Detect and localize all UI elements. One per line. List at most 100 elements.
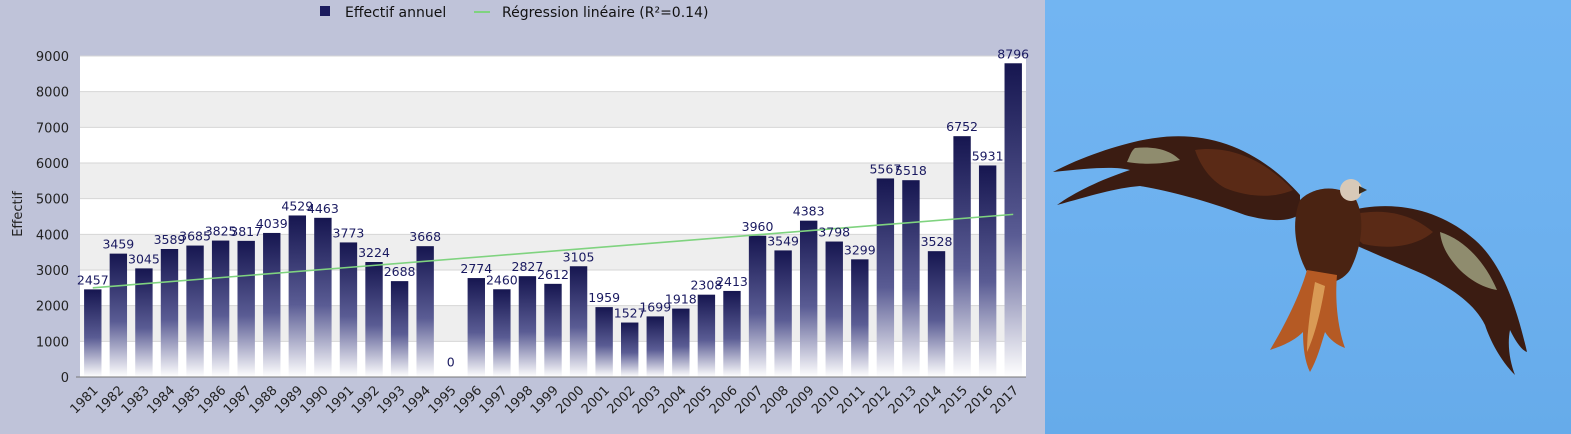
data-label: 1699 — [639, 299, 671, 314]
data-label: 5567 — [869, 161, 901, 176]
x-tick-label: 1993 — [374, 383, 408, 417]
right-wing — [1345, 206, 1527, 375]
left-wing-patch — [1127, 147, 1180, 164]
bar — [339, 242, 358, 377]
bar — [416, 246, 434, 377]
x-tick-label: 2002 — [605, 383, 639, 417]
x-tick-label: 1989 — [272, 383, 306, 417]
data-label: 8796 — [997, 46, 1029, 61]
grid-band — [80, 91, 1026, 128]
x-tick-label: 1994 — [400, 383, 434, 417]
data-label: 2688 — [384, 264, 416, 279]
x-tick-label: 1996 — [451, 383, 485, 417]
beak — [1359, 186, 1367, 194]
bar — [876, 178, 895, 377]
bar-chart: Effectif annuel Régression linéaire (R²=… — [11, 5, 1029, 417]
data-label: 4529 — [281, 198, 313, 213]
bar — [211, 240, 230, 377]
x-tick-label: 1986 — [195, 383, 229, 417]
regression-line-group — [92, 213, 1014, 289]
bar — [748, 235, 767, 377]
bar — [135, 268, 153, 377]
y-tick-label: 4000 — [36, 228, 69, 243]
bar — [390, 281, 409, 377]
x-tick-label: 2016 — [962, 383, 996, 417]
x-tick-label: 2007 — [732, 383, 766, 417]
x-tick-label: 1981 — [68, 383, 102, 417]
bar — [723, 290, 741, 377]
x-tick-label: 2005 — [681, 383, 715, 417]
data-label: 3045 — [128, 251, 160, 266]
bar — [697, 294, 716, 377]
data-label: 3549 — [767, 233, 799, 248]
data-label: 3773 — [333, 225, 365, 240]
data-label: 3668 — [409, 229, 441, 244]
bar — [84, 289, 102, 377]
data-label: 2460 — [486, 272, 518, 287]
regression-line — [92, 213, 1014, 289]
legend-marker-bar — [320, 6, 330, 16]
data-label: 2774 — [460, 261, 492, 276]
data-label: 2612 — [537, 267, 569, 282]
data-label: 5931 — [972, 148, 1004, 163]
x-tick-label: 1984 — [144, 383, 178, 417]
x-tick-label: 1983 — [119, 383, 153, 417]
data-label: 5518 — [895, 163, 927, 178]
bar — [365, 262, 383, 377]
data-label: 2308 — [690, 278, 722, 293]
bar — [978, 165, 997, 377]
bar — [237, 240, 255, 377]
x-tick-label: 1997 — [477, 383, 511, 417]
data-label: 4463 — [307, 201, 339, 216]
bar — [799, 220, 818, 377]
x-tick-label: 2013 — [886, 383, 920, 417]
y-tick-label: 2000 — [36, 300, 69, 315]
bar — [1004, 63, 1022, 377]
bar — [825, 241, 843, 377]
data-label: 3825 — [205, 224, 237, 239]
x-tick-label: 2003 — [630, 383, 664, 417]
x-tick-label: 1991 — [323, 383, 357, 417]
y-tick-label: 1000 — [36, 335, 69, 350]
data-label: 3817 — [230, 224, 262, 239]
data-label: 1918 — [665, 292, 697, 307]
bar — [851, 259, 869, 377]
x-tick-label: 2017 — [988, 383, 1022, 417]
bar — [544, 283, 562, 377]
x-tick-label: 1995 — [426, 383, 460, 417]
body — [1295, 188, 1362, 283]
bar — [646, 316, 664, 377]
head — [1340, 179, 1362, 201]
data-label: 2457 — [77, 272, 109, 287]
bar — [672, 308, 690, 377]
right-wing-coverts — [1349, 211, 1433, 247]
bar — [493, 289, 511, 377]
data-label: 4383 — [793, 204, 825, 219]
x-tick-label: 2006 — [707, 383, 741, 417]
bar — [569, 266, 588, 377]
legend: Effectif annuel Régression linéaire (R²=… — [320, 5, 708, 21]
bird — [1053, 136, 1527, 375]
bar — [621, 322, 639, 377]
chart-panel: Effectif annuel Régression linéaire (R²=… — [0, 0, 1045, 434]
y-tick-label: 5000 — [36, 193, 69, 208]
x-tick-label: 1987 — [221, 383, 255, 417]
data-label: 3589 — [154, 232, 186, 247]
x-tick-label: 1992 — [349, 383, 383, 417]
right-wing-patch — [1440, 232, 1497, 290]
bar — [953, 136, 971, 377]
data-label: 3224 — [358, 245, 390, 260]
bar — [774, 250, 792, 377]
bar — [109, 253, 128, 377]
x-tick-label: 2012 — [860, 383, 894, 417]
bars — [84, 63, 1022, 377]
data-label: 2413 — [716, 274, 748, 289]
data-label: 1959 — [588, 290, 620, 305]
y-tick-label: 6000 — [36, 157, 69, 172]
bar — [467, 278, 485, 377]
x-tick-label: 2008 — [758, 383, 792, 417]
photo-panel — [1045, 0, 1571, 434]
data-label: 3960 — [742, 219, 774, 234]
legend-label-bar: Effectif annuel — [345, 5, 446, 21]
